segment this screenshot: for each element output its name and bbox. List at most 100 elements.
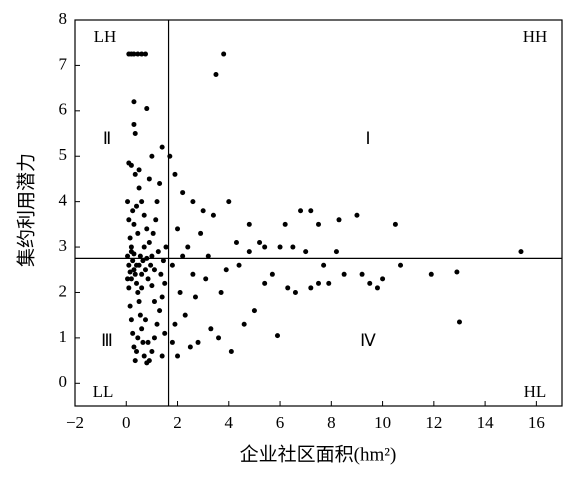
point: [456, 319, 462, 325]
quadrant-label: LL: [93, 382, 114, 401]
quadrant-label: Ⅳ: [360, 331, 376, 350]
y-tick-label: 1: [59, 327, 68, 346]
point: [380, 276, 386, 282]
point: [130, 330, 136, 336]
point: [131, 344, 137, 350]
point: [236, 262, 242, 268]
point: [132, 131, 138, 137]
point: [213, 71, 219, 77]
point: [127, 235, 133, 241]
quadrant-label: Ⅲ: [101, 331, 113, 350]
point: [167, 153, 173, 159]
point: [316, 280, 321, 286]
point: [151, 299, 157, 305]
point: [134, 280, 140, 286]
point: [127, 269, 133, 275]
point: [136, 167, 142, 173]
point: [135, 230, 141, 236]
x-tick-label: 10: [374, 413, 391, 432]
point: [160, 258, 166, 264]
y-tick-label: 3: [59, 236, 68, 255]
point: [139, 51, 145, 57]
point: [228, 349, 234, 355]
y-tick-label: 5: [59, 145, 68, 164]
point: [146, 240, 152, 246]
point: [141, 212, 147, 218]
point: [131, 99, 137, 105]
point: [190, 199, 196, 205]
x-tick-label: 2: [173, 413, 182, 432]
point: [134, 203, 140, 209]
plot-frame: [74, 19, 563, 407]
point: [392, 221, 398, 227]
point: [128, 276, 134, 282]
point: [132, 171, 138, 177]
point: [135, 335, 141, 341]
point: [277, 244, 283, 250]
point: [141, 353, 147, 359]
x-tick-label: 6: [276, 413, 285, 432]
point: [134, 262, 140, 268]
point: [127, 303, 133, 309]
point: [125, 199, 131, 205]
point: [157, 308, 163, 314]
point: [132, 358, 138, 364]
point: [159, 294, 165, 300]
point: [136, 299, 142, 305]
point: [182, 312, 188, 318]
point: [162, 330, 168, 336]
point: [177, 289, 183, 295]
y-tick-label: 7: [59, 54, 68, 73]
point: [172, 171, 178, 177]
point: [241, 321, 247, 327]
point: [518, 249, 524, 255]
point: [292, 289, 298, 295]
point: [246, 249, 252, 255]
point: [128, 244, 134, 250]
point: [398, 262, 404, 268]
point: [140, 258, 146, 264]
point: [139, 285, 145, 291]
point: [200, 208, 206, 214]
point: [151, 267, 157, 273]
x-tick-label: 4: [225, 413, 234, 432]
point: [154, 199, 160, 205]
point: [125, 253, 131, 259]
point: [144, 226, 150, 232]
point: [169, 339, 175, 345]
point: [269, 271, 275, 277]
x-tick-label: 12: [425, 413, 442, 432]
point: [216, 335, 222, 341]
point: [149, 253, 155, 259]
point: [180, 253, 186, 259]
point: [223, 267, 229, 273]
point: [139, 199, 145, 205]
point: [146, 358, 152, 364]
point: [262, 244, 268, 250]
point: [316, 221, 321, 227]
point: [251, 308, 257, 314]
point: [205, 253, 211, 259]
y-tick-label: 8: [59, 9, 68, 28]
point: [203, 276, 209, 282]
point: [172, 321, 178, 327]
point: [285, 285, 291, 291]
point: [321, 262, 327, 268]
point: [139, 271, 145, 277]
point: [303, 249, 309, 255]
point: [131, 121, 137, 127]
point: [210, 212, 216, 218]
point: [157, 180, 163, 186]
x-tick-label: 8: [327, 413, 336, 432]
point: [374, 285, 380, 291]
quadrant-label: HH: [523, 27, 548, 46]
point: [274, 333, 280, 339]
point: [137, 253, 143, 259]
point: [187, 344, 193, 350]
point: [130, 208, 136, 214]
point: [139, 326, 145, 332]
point: [144, 255, 150, 261]
point: [221, 51, 227, 57]
y-axis-label: 集约利用潜力: [15, 153, 37, 267]
